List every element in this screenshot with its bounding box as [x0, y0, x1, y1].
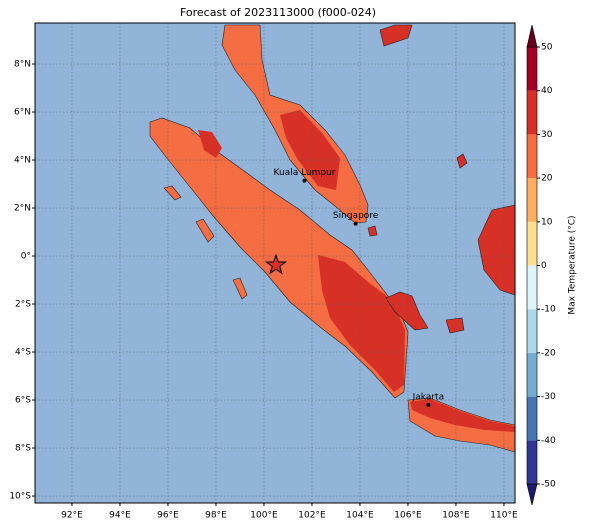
x-tick-label: 106°E [394, 511, 422, 521]
y-tick-label: 6°N [14, 108, 31, 118]
colorbar-tick-label: -10 [541, 305, 556, 315]
y-tick-label: 4°S [15, 348, 31, 358]
y-tick-label: 10°S [9, 492, 31, 502]
island [445, 317, 465, 334]
city-dot [353, 221, 358, 226]
colorbar-band [527, 47, 537, 91]
colorbar-band [527, 440, 537, 484]
map-frame [34, 22, 516, 504]
borneo [477, 204, 515, 296]
x-tick-label: 94°E [109, 511, 131, 521]
x-tick-label: 98°E [205, 511, 227, 521]
colorbar-band [527, 309, 537, 353]
colorbar-tick-label: -20 [541, 348, 556, 358]
island [163, 185, 182, 201]
island [456, 153, 468, 169]
city-label: Kuala Lumpur [274, 168, 336, 178]
y-tick-label: 4°N [14, 156, 31, 166]
colorbar-band [527, 134, 537, 179]
java-warm [410, 399, 515, 432]
colorbar-band [527, 396, 537, 441]
colorbar-tick-label: -40 [541, 436, 556, 446]
x-tick-label: 96°E [157, 511, 179, 521]
sumatra-warm [318, 255, 405, 392]
location-star [264, 253, 287, 275]
colorbar-extend-min [526, 483, 538, 506]
x-tick-label: 110°E [490, 511, 518, 521]
x-tick-label: 100°E [250, 511, 278, 521]
colorbar-band [527, 352, 537, 397]
map-title: Forecast of 2023113000 (f000-024) [180, 6, 376, 19]
colorbar-extend-max [526, 24, 538, 48]
colorbar-band [527, 90, 537, 135]
colorbar-tick-label: 20 [541, 174, 553, 184]
colorbar-tick-label: -50 [541, 480, 556, 490]
colorbar-band [527, 265, 537, 310]
island [385, 291, 429, 331]
colorbar-tick-label: 30 [541, 130, 553, 140]
colorbar-band [527, 221, 537, 266]
y-tick-label: 2°S [15, 300, 31, 310]
malay-warm [280, 110, 340, 190]
colorbar-tick-label: -30 [541, 392, 556, 402]
aceh-warm [198, 130, 222, 158]
colorbar-label: Max Temperature (°C) [568, 215, 578, 314]
y-tick-label: 8°N [14, 60, 31, 70]
island [195, 218, 215, 243]
x-tick-label: 108°E [442, 511, 470, 521]
colorbar-tick-label: 10 [541, 217, 553, 227]
y-tick-label: 0° [21, 252, 31, 262]
island [232, 277, 248, 300]
city-dot [426, 402, 431, 407]
colorbar-tick-label: 0 [541, 261, 547, 271]
island [367, 225, 378, 237]
colorbar-band [527, 178, 537, 222]
x-tick-label: 102°E [298, 511, 326, 521]
city-label: Jakarta [412, 392, 444, 402]
x-tick-label: 104°E [346, 511, 374, 521]
city-label: Singapore [333, 211, 379, 221]
colorbar-tick-label: 50 [541, 43, 553, 53]
colorbar-tick-label: 40 [541, 86, 553, 96]
y-tick-label: 6°S [15, 396, 31, 406]
y-tick-label: 2°N [14, 204, 31, 214]
city-dot [302, 178, 307, 183]
island [379, 24, 413, 47]
y-tick-label: 8°S [15, 444, 31, 454]
land [149, 24, 515, 453]
x-tick-label: 92°E [61, 511, 83, 521]
